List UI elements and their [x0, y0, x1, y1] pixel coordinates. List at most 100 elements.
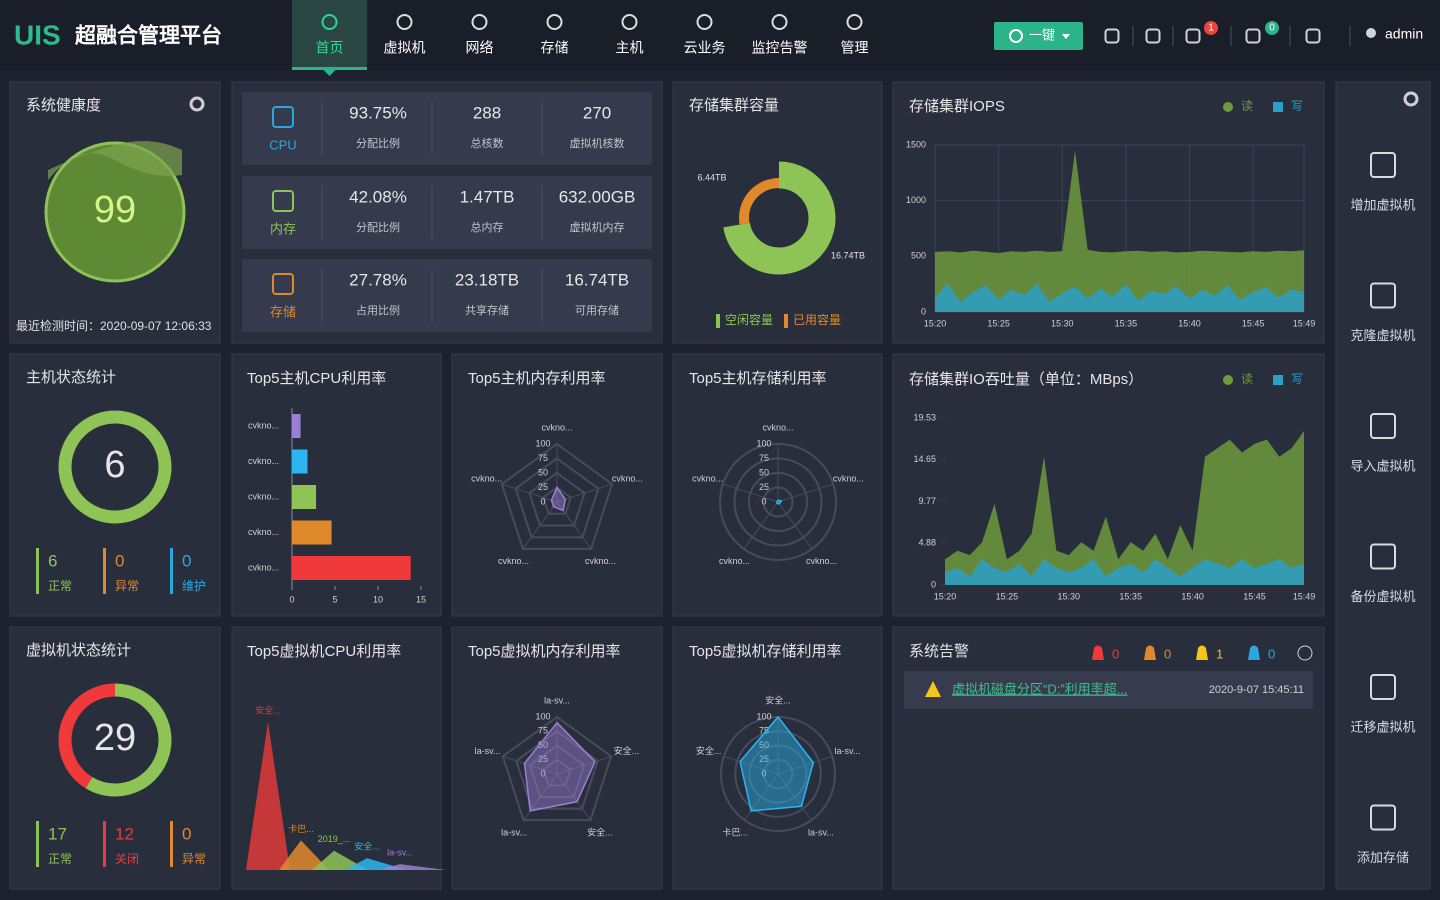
- radar-tick-label: 75: [759, 726, 769, 736]
- sidebar-action[interactable]: 备份虚拟机: [1350, 589, 1415, 604]
- radar-label: la-sv...: [501, 827, 527, 837]
- resource-name: CPU: [269, 137, 296, 152]
- panel-title: Top5虚拟机内存利用率: [468, 643, 621, 660]
- legend-label[interactable]: 读: [1241, 372, 1253, 386]
- nav-icon: [846, 14, 863, 30]
- radar-label: cvkno...: [692, 474, 723, 484]
- legend-label[interactable]: 读: [1241, 99, 1253, 113]
- donut-segment: [58, 683, 172, 797]
- x-tick-label: 10: [373, 594, 383, 604]
- radar-grid: [542, 486, 572, 515]
- sidebar-action[interactable]: 迁移虚拟机: [1350, 719, 1415, 734]
- nav-item[interactable]: 存储: [541, 40, 569, 56]
- radar-axis: [777, 501, 813, 550]
- status-label: 正常: [48, 579, 72, 593]
- y-tick-label: cvkno...: [248, 527, 279, 537]
- resource-name: 存储: [270, 304, 296, 319]
- y-tick-label: cvkno...: [248, 456, 279, 466]
- nav-active-bg: [292, 0, 367, 70]
- panel-title: 主机状态统计: [26, 369, 116, 386]
- health-wave: [48, 141, 182, 180]
- x-tick-label: 15:20: [934, 591, 957, 601]
- radar-grid: [500, 442, 614, 550]
- peak: [378, 864, 446, 870]
- icon: [1370, 413, 1396, 439]
- alarm-link[interactable]: 虚拟机磁盘分区“D:”利用率超...: [952, 681, 1128, 696]
- x-tick-label: 15:35: [1115, 318, 1138, 328]
- sidebar-action[interactable]: 导入虚拟机: [1350, 458, 1415, 473]
- icon: [1370, 804, 1396, 831]
- radar-label: 安全...: [614, 745, 640, 756]
- resource-label: 分配比例: [356, 220, 400, 234]
- status-count: 0: [182, 824, 191, 843]
- sidebar-action[interactable]: 添加存储: [1357, 850, 1409, 865]
- nav-caret: [323, 70, 336, 76]
- alarm-count: 0: [1164, 646, 1171, 661]
- peak-label: 卡巴...: [288, 823, 314, 834]
- bar: [292, 414, 301, 438]
- more-button[interactable]: [1297, 645, 1313, 661]
- settings-icon: [189, 96, 205, 112]
- x-tick-label: 15:45: [1242, 318, 1265, 328]
- nav-item[interactable]: 网络: [466, 40, 494, 56]
- sidebar-action[interactable]: 克隆虚拟机: [1350, 328, 1415, 343]
- icon: [272, 106, 294, 128]
- panel: [672, 81, 883, 344]
- peak-label: 安全...: [255, 704, 281, 715]
- radar-tick-label: 0: [761, 496, 766, 506]
- x-tick-label: 15:49: [1293, 591, 1316, 601]
- radar-label: 卡巴...: [722, 826, 748, 837]
- nav-item[interactable]: 云业务: [684, 40, 726, 56]
- alarm-time: 2020-9-07 15:45:11: [1209, 684, 1304, 696]
- bell-icon: [1092, 645, 1104, 660]
- sidebar-action[interactable]: 增加虚拟机: [1350, 197, 1415, 212]
- radar-label: 安全...: [696, 745, 722, 756]
- resource-value: 16.74TB: [565, 270, 629, 289]
- y-tick-label: 4.88: [918, 538, 936, 548]
- bar: [292, 556, 411, 580]
- nav-item[interactable]: 虚拟机: [384, 40, 426, 56]
- nav-item[interactable]: 监控告警: [752, 40, 808, 56]
- nav-item[interactable]: 首页: [316, 40, 344, 56]
- status-label: 异常: [182, 852, 206, 866]
- legend-label[interactable]: 写: [1291, 372, 1303, 386]
- radar-grid: [528, 744, 586, 799]
- radar-grid: [542, 758, 572, 787]
- panel: [1335, 81, 1431, 890]
- radar-tick-label: 0: [540, 496, 545, 506]
- radar-tick-label: 25: [759, 754, 769, 764]
- alarm-count: 0: [1112, 646, 1119, 661]
- legend-label: 已用容量: [793, 312, 841, 327]
- legend-bar: [170, 548, 173, 594]
- nav-item[interactable]: 主机: [616, 40, 644, 56]
- y-tick-label: 19.53: [913, 412, 936, 422]
- y-tick-label: cvkno...: [248, 562, 279, 572]
- legend-bar: [170, 821, 173, 867]
- radar-axis: [777, 483, 834, 503]
- nav-item[interactable]: 管理: [841, 40, 869, 56]
- one-key-button[interactable]: [994, 22, 1083, 50]
- donut-segment: [739, 178, 819, 258]
- bell-icon: [1144, 645, 1156, 660]
- radar-area: [550, 485, 567, 512]
- resource-value: 42.08%: [349, 187, 407, 206]
- radar-tick-label: 75: [759, 453, 769, 463]
- radar-tick-label: 0: [761, 768, 766, 778]
- user-name[interactable]: admin: [1385, 26, 1423, 42]
- radar-tick-label: 25: [538, 482, 548, 492]
- x-tick-label: 15:30: [1058, 591, 1081, 601]
- legend-swatch: [1223, 102, 1233, 112]
- y-tick-label: cvkno...: [248, 491, 279, 501]
- panel-title: Top5主机存储利用率: [689, 370, 827, 387]
- legend-label[interactable]: 写: [1291, 99, 1303, 113]
- user-icon: [1366, 28, 1376, 38]
- radar-label: cvkno...: [762, 422, 793, 432]
- resource-value: 1.47TB: [460, 187, 515, 206]
- radar-tick-label: 75: [538, 453, 548, 463]
- status-count: 17: [48, 824, 67, 843]
- resource-value: 632.00GB: [559, 187, 636, 206]
- one-key-label: 一键: [1029, 27, 1055, 42]
- icon: [272, 190, 294, 212]
- last-check: 最近检测时间：2020-09-07 12:06:33: [16, 318, 212, 333]
